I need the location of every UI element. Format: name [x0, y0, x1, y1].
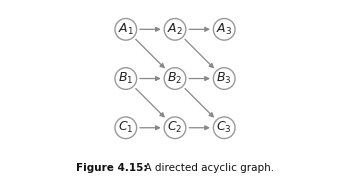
Circle shape: [115, 19, 136, 40]
Text: $\mathit{B}_{1}$: $\mathit{B}_{1}$: [118, 71, 133, 86]
Circle shape: [214, 117, 235, 139]
Text: A directed acyclic graph.: A directed acyclic graph.: [138, 163, 274, 174]
Text: $\mathit{B}_{2}$: $\mathit{B}_{2}$: [167, 71, 183, 86]
Circle shape: [164, 117, 186, 139]
Text: Figure 4.15:  A directed acyclic graph.: Figure 4.15: A directed acyclic graph.: [0, 186, 1, 187]
Text: $\mathit{C}_{3}$: $\mathit{C}_{3}$: [216, 120, 232, 135]
Text: Figure 4.15:  A directed acyclic graph.: Figure 4.15: A directed acyclic graph.: [0, 186, 1, 187]
Text: Figure 4.15:: Figure 4.15:: [0, 163, 62, 174]
Text: Figure 4.15:  A directed acyclic graph.: Figure 4.15: A directed acyclic graph.: [76, 163, 274, 174]
Circle shape: [164, 19, 186, 40]
Text: Figure 4.15:: Figure 4.15:: [76, 163, 147, 174]
Text: $\mathit{C}_{1}$: $\mathit{C}_{1}$: [118, 120, 133, 135]
Text: $\mathit{A}_{3}$: $\mathit{A}_{3}$: [216, 22, 232, 37]
Text: $\mathit{A}_{1}$: $\mathit{A}_{1}$: [118, 22, 134, 37]
Circle shape: [164, 68, 186, 89]
Circle shape: [115, 68, 136, 89]
Text: $\mathit{A}_{2}$: $\mathit{A}_{2}$: [167, 22, 183, 37]
Circle shape: [214, 68, 235, 89]
Text: $\mathit{C}_{2}$: $\mathit{C}_{2}$: [167, 120, 183, 135]
Text: $\mathit{B}_{3}$: $\mathit{B}_{3}$: [217, 71, 232, 86]
Circle shape: [115, 117, 136, 139]
Circle shape: [214, 19, 235, 40]
